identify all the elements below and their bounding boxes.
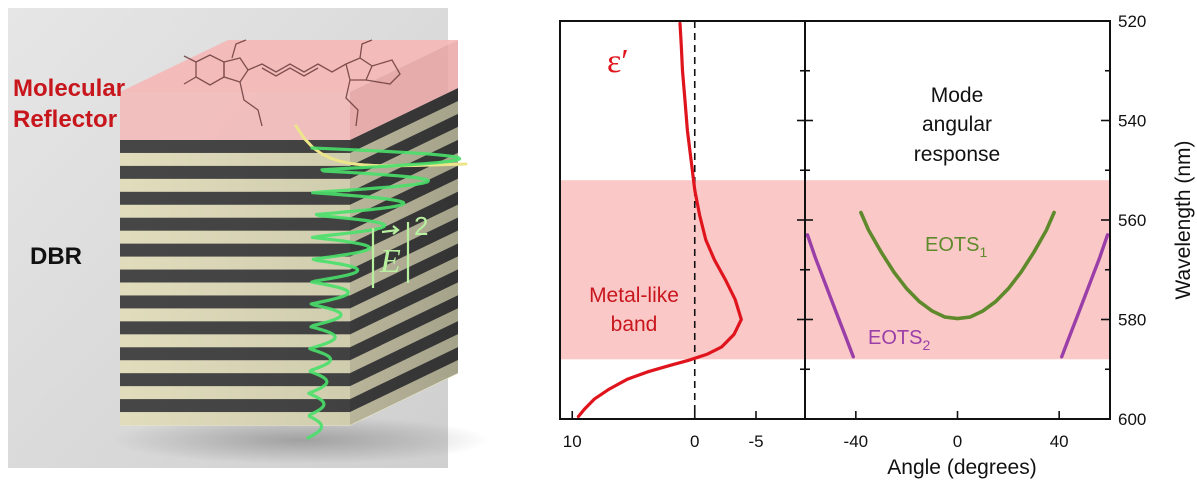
- y-tick-label: 580: [1118, 311, 1146, 330]
- field-symbol-e: E: [379, 243, 401, 280]
- eots2-label: EOTS2: [868, 327, 930, 353]
- molecule-sidechain-left: [239, 81, 263, 127]
- left-x-tick-label: 0: [690, 432, 699, 451]
- y-tick-label: 600: [1118, 410, 1146, 429]
- dbr-illustration: Molecular Reflector DBR E 2: [8, 8, 490, 468]
- eots2-curve-right: [1060, 233, 1110, 359]
- left-x-tick-label: -5: [748, 432, 763, 451]
- dbr-layer-stack: [120, 88, 458, 426]
- plots-panel: 10 0 -5 -40 0 40 520 540 560 580 600 ε′ Metal-li…: [559, 12, 1195, 479]
- molecular-reflector-label-line2: Reflector: [13, 106, 117, 133]
- dbr-label: DBR: [30, 243, 82, 270]
- eots2-label-name: EOTS: [868, 327, 922, 349]
- vector-arrow-shaft: [381, 228, 399, 234]
- eots2-label-sub: 2: [922, 337, 930, 353]
- field-intensity-symbol: [371, 222, 410, 288]
- molecular-reflector-block: [120, 40, 458, 140]
- epsilon-prime-label: ε′: [607, 43, 629, 80]
- y-ticks: 520 540 560 580 600: [1101, 12, 1146, 429]
- molecule-structure-drawing: [183, 39, 401, 127]
- metal-like-label-line1: Metal-like: [589, 284, 679, 307]
- dbr-side-shade: [350, 88, 458, 425]
- right-x-tick-label: 0: [953, 432, 962, 451]
- molecule-methyl-left: [231, 39, 247, 59]
- y-tick-label: 540: [1118, 112, 1146, 131]
- epsilon-prime-curve: [576, 21, 744, 419]
- right-x-ticks: -40 0 40: [844, 411, 1069, 451]
- eots2-curve-left: [805, 233, 855, 359]
- eots1-label: EOTS1: [925, 234, 987, 260]
- vector-arrow-head: [392, 225, 400, 235]
- eots1-label-name: EOTS: [925, 234, 979, 256]
- molecule-cl-2: [183, 76, 197, 85]
- mode-title-line2: angular: [922, 113, 992, 136]
- floor-shadow: [110, 416, 490, 464]
- y-axis-label: Wavelength (nm): [1172, 140, 1195, 299]
- left-x-tick-label: 10: [563, 432, 582, 451]
- molecule-cl-1: [183, 55, 197, 63]
- x-axis-label: Angle (degrees): [887, 456, 1036, 479]
- reflector-front-face: [120, 92, 350, 140]
- reflector-top-face: [120, 40, 458, 92]
- right-x-tick-label: -40: [844, 432, 869, 451]
- metal-like-label-line2: band: [611, 313, 658, 336]
- y-tick-label: 560: [1118, 211, 1146, 230]
- mode-title-line1: Mode: [931, 84, 984, 107]
- mode-title-line3: response: [914, 143, 1000, 166]
- field-exponent: 2: [414, 211, 428, 241]
- right-x-tick-label: 40: [1050, 432, 1069, 451]
- eots1-curve: [859, 210, 1056, 321]
- molecule-sidechain-right: [345, 79, 359, 127]
- molecule-ring-left-5: [223, 57, 249, 83]
- y-tick-label: 520: [1118, 12, 1146, 31]
- reflector-side-face: [350, 40, 458, 140]
- eots1-label-sub: 1: [979, 244, 987, 260]
- molecular-reflector-label-line1: Molecular: [13, 75, 125, 102]
- molecule-ring-right-5: [345, 57, 373, 81]
- molecule-methyl-right: [359, 39, 373, 59]
- metal-like-band-highlight-right: [805, 180, 1110, 360]
- molecule-ring-right-tail: [365, 59, 401, 85]
- dbr-field-intensity-curve: [306, 146, 462, 440]
- divider-ticks: [797, 20, 813, 420]
- molecule-chain-double: [261, 67, 319, 77]
- left-x-ticks: 10 0 -5: [563, 411, 764, 451]
- metal-like-band-highlight-left: [560, 180, 805, 360]
- molecule-chain: [247, 63, 347, 73]
